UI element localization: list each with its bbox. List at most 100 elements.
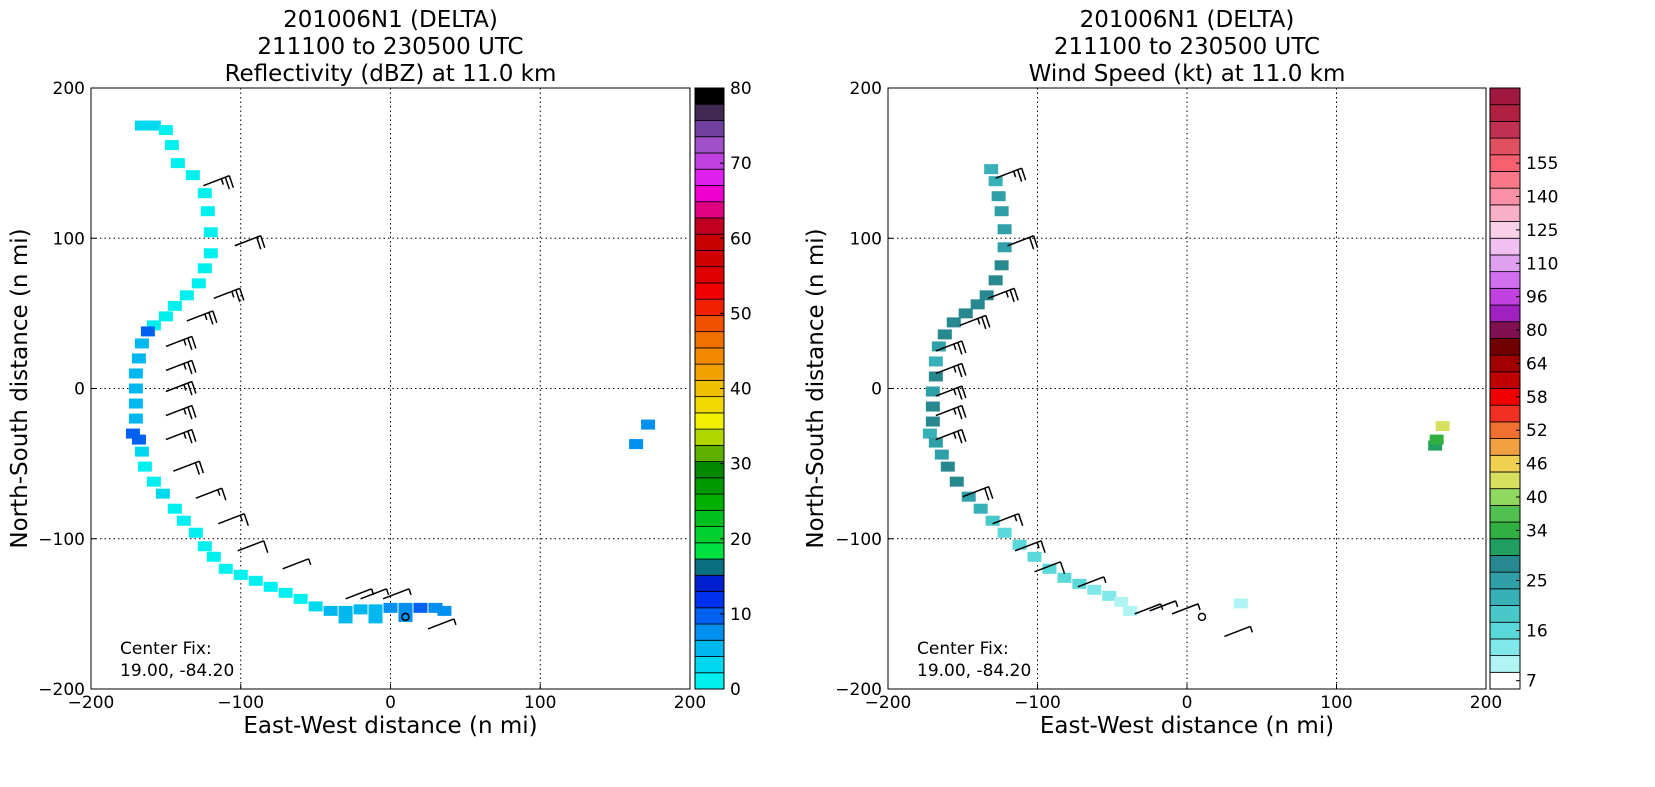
wind-barb (935, 385, 967, 400)
barb-flag (263, 540, 269, 554)
chart-svg-0: 201006N1 (DELTA)211100 to 230500 UTCRefl… (7, 7, 752, 739)
colorbar-segment (1489, 137, 1521, 156)
data-cell (368, 613, 383, 624)
wind-barb (962, 485, 994, 501)
colorbar-segment (694, 250, 725, 268)
barb-half-flag (1249, 626, 1254, 633)
barb-flag (1020, 167, 1027, 181)
data-cell (970, 299, 985, 310)
barb-flag (198, 460, 205, 474)
barb-staff (427, 618, 455, 630)
barb-half-flag (385, 588, 390, 596)
data-cell (167, 503, 182, 514)
colorbar-segment (694, 412, 725, 430)
data-cell (641, 419, 656, 430)
barb-staff (1034, 561, 1061, 573)
data-cell (248, 575, 263, 586)
colorbar-segment (1489, 388, 1521, 406)
wind-barb (1171, 603, 1201, 615)
data-cell (1435, 421, 1450, 432)
data-cell (1057, 572, 1072, 583)
wind-barb (282, 558, 312, 570)
colorbar-segment (694, 558, 725, 576)
colorbar-segment (1489, 404, 1521, 423)
data-cell (128, 398, 143, 409)
wind-barb (186, 310, 218, 325)
colorbar-segment (694, 461, 725, 479)
colorbar-segment (1489, 471, 1521, 490)
data-cell (185, 170, 200, 181)
wind-barb (1014, 540, 1046, 554)
x-axis-label: East-West distance (n mi) (1040, 713, 1334, 739)
barb-half-flag (183, 408, 187, 415)
data-cell (167, 300, 182, 311)
barb-half-flag (953, 408, 957, 415)
colorbar-segment (694, 623, 725, 641)
data-cell (1429, 434, 1444, 445)
data-cell (1114, 596, 1129, 607)
colorbar-tick-label: 80 (1526, 321, 1548, 341)
colorbar-segment (694, 217, 725, 235)
data-cell (134, 338, 149, 349)
data-cell (931, 341, 946, 352)
colorbar-segment (694, 298, 725, 316)
data-cell (128, 368, 143, 379)
data-cell (179, 290, 194, 301)
barb-flag (1032, 235, 1039, 248)
barb-half-flag (408, 588, 412, 596)
colorbar-segment (1489, 271, 1521, 289)
data-cell (949, 476, 964, 487)
colorbar-tick-label: 40 (1526, 488, 1548, 508)
barb-staff (282, 558, 309, 570)
wind-barb (173, 460, 205, 475)
colorbar-segment (694, 672, 725, 690)
barb-flag (187, 382, 193, 396)
data-cell (925, 401, 940, 412)
data-cell (997, 224, 1012, 235)
colorbar-tick-label: 96 (1526, 288, 1548, 308)
colorbar-segment (1489, 354, 1521, 373)
colorbar-segment (1489, 571, 1521, 590)
y-tick-label: −200 (835, 680, 882, 700)
data-cell (218, 563, 233, 574)
colorbar-segment (1489, 488, 1521, 506)
wind-barb (935, 340, 967, 355)
barb-flag (985, 315, 991, 328)
wind-barb (1034, 561, 1066, 575)
data-cell (125, 428, 140, 439)
barb-half-flag (977, 318, 981, 325)
data-cell (191, 278, 206, 289)
wind-barb (237, 540, 269, 554)
data-cell (928, 437, 943, 448)
data-cell (428, 602, 443, 613)
colorbar-segment (694, 477, 725, 495)
colorbar-segment (1489, 321, 1521, 339)
colorbar-tick-label: 25 (1526, 571, 1548, 591)
barb-flag (260, 235, 266, 248)
colorbar-segment (1489, 555, 1521, 573)
data-cell (991, 191, 1006, 202)
colorbar-segment (1489, 504, 1521, 523)
colorbar-segment (694, 315, 725, 333)
data-cell (961, 491, 976, 502)
barb-flag (191, 405, 197, 418)
center-fix-marker (401, 612, 410, 622)
data-cell (140, 326, 155, 337)
y-tick-label: 200 (850, 79, 882, 99)
x-tick-label: 0 (1182, 693, 1193, 713)
colorbar-segment (1489, 605, 1521, 623)
data-cell (164, 140, 179, 151)
barb-half-flag (217, 489, 221, 496)
colorbar-segment (1489, 87, 1521, 106)
data-cell (1042, 563, 1057, 574)
x-tick-label: 200 (1470, 693, 1502, 713)
colorbar-segment (694, 493, 725, 511)
colorbar-tick-label: 52 (1526, 421, 1548, 441)
data-cell (629, 439, 644, 450)
barb-flag (191, 429, 197, 442)
colorbar-tick-label: 110 (1526, 254, 1558, 274)
chart-svg-1: 201006N1 (DELTA)211100 to 230500 UTCWind… (803, 7, 1558, 739)
colorbar-segment (1489, 588, 1521, 606)
data-cell (368, 604, 383, 615)
data-cell (197, 263, 212, 274)
